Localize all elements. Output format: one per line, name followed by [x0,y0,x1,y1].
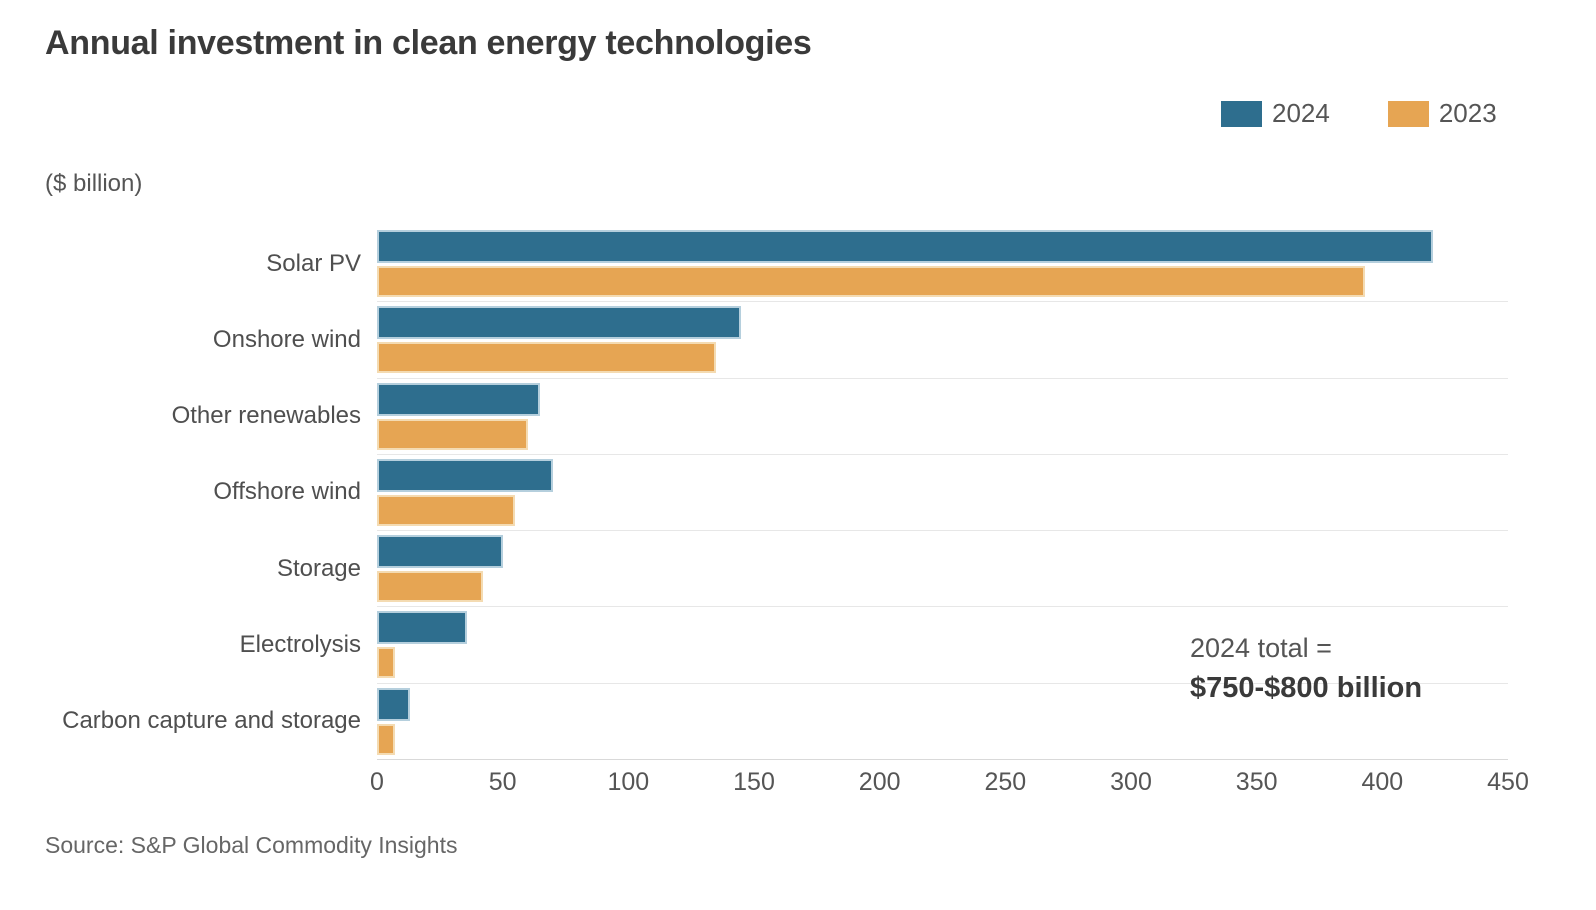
bar-2023-electrolysis [377,647,395,679]
x-tick-0: 0 [370,768,384,796]
x-tick-350: 350 [1235,768,1278,796]
chart-row-onshore-wind: Onshore wind [213,302,1508,379]
x-tick-300: 300 [1110,768,1152,796]
category-label-solar-pv: Solar PV [266,249,361,277]
category-label-onshore-wind: Onshore wind [212,325,361,353]
bar-2023-other-renewables [377,418,528,450]
bar-2024-storage [377,535,503,569]
bar-2024-onshore-wind [377,306,742,340]
annotation-line-1: 2024 total = [1190,633,1332,663]
category-label-other-renewables: Other renewables [171,402,361,430]
x-tick-400: 400 [1361,768,1404,796]
legend-label-2024: 2024 [1272,98,1330,128]
total-annotation: 2024 total = $750-$800 billion [1190,633,1422,705]
x-tick-200: 200 [858,768,901,796]
bar-2023-offshore-wind [377,494,516,526]
x-tick-250: 250 [984,768,1027,796]
chart-row-other-renewables: Other renewables [172,379,1508,455]
plot-area: Solar PV Onshore wind Other renewables Offs… [62,226,1508,760]
bar-2023-onshore-wind [377,342,717,374]
legend-swatch-2023 [1387,100,1429,127]
x-tick-450: 450 [1487,768,1529,796]
chart-legend: 2024 2023 [1221,98,1497,129]
legend-label-2023: 2023 [1438,98,1497,128]
chart-row-offshore-wind: Offshore wind [213,455,1508,532]
legend-item-2024: 2024 [1221,98,1330,129]
x-tick-100: 100 [607,768,650,796]
chart-title: Annual investment in clean energy techno… [45,24,812,62]
x-axis: 0 50 100 150 200 250 300 350 400 450 [370,768,1529,798]
bar-2024-carbon-capture-and-storage [377,687,410,721]
x-tick-50: 50 [488,768,517,796]
bar-2023-solar-pv [377,266,1365,297]
category-label-carbon-capture-and-storage: Carbon capture and storage [62,707,361,735]
annotation-line-2: $750-$800 billion [1190,672,1423,704]
bar-2024-other-renewables [377,382,541,416]
bar-2023-storage [377,571,483,603]
chart-row-solar-pv: Solar PV [266,226,1508,303]
bar-2024-solar-pv [377,230,1433,263]
legend-swatch-2024 [1221,100,1262,127]
category-label-offshore-wind: Offshore wind [213,478,361,506]
bar-2023-carbon-capture-and-storage [377,723,395,755]
bar-2024-electrolysis [377,611,468,645]
chart-row-electrolysis: Electrolysis [240,607,1508,684]
category-label-electrolysis: Electrolysis [239,631,361,659]
bar-2024-offshore-wind [377,458,553,492]
x-tick-150: 150 [733,768,775,796]
chart-row-storage: Storage [277,531,1508,608]
legend-item-2023: 2023 [1387,98,1497,129]
chart-row-carbon-capture-and-storage: Carbon capture and storage [62,684,1508,760]
unit-label: ($ billion) [45,170,143,197]
source-note: Source: S&P Global Commodity Insights [45,832,458,858]
category-label-storage: Storage [276,554,361,582]
